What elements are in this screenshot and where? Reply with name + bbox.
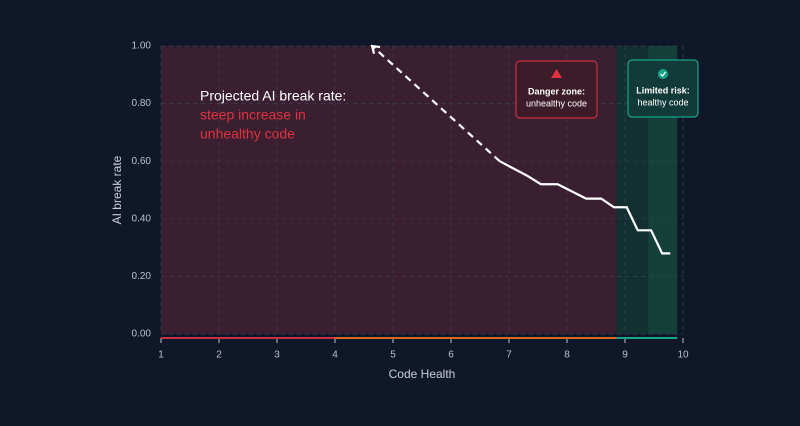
grid: 0.00 0.20 0.40 0.60 0.80 1.00 1 2 3 4 5 6 7 8 9 10 <box>132 41 689 361</box>
arrowhead <box>370 44 381 55</box>
x-tick-label: 10 <box>677 350 689 361</box>
x-tick-label: 8 <box>564 350 570 361</box>
limited-box: Limited risk: healthy code <box>627 59 699 118</box>
y-tick-label: 0.80 <box>132 98 152 109</box>
check <box>660 71 666 77</box>
x-tick-label: 9 <box>622 350 628 361</box>
box-text: healthy code <box>637 97 688 107</box>
warning-icon <box>551 69 562 78</box>
x-tick-label: 4 <box>332 350 338 361</box>
y-tick-label: 0.40 <box>132 213 152 224</box>
data-line <box>499 160 671 255</box>
y-tick-label: 0.00 <box>132 329 152 340</box>
lines <box>370 44 671 255</box>
check-icon <box>658 69 668 79</box>
x-tick-label: 6 <box>448 350 454 361</box>
x-tick-label: 1 <box>158 350 164 361</box>
x-axis-label: Code Health <box>389 367 456 381</box>
x-tick-label: 2 <box>216 350 222 361</box>
annotation: steep increase in <box>200 107 306 123</box>
x-tick-label: 5 <box>390 350 396 361</box>
annotation: unhealthy code <box>200 126 295 142</box>
x-tick-label: 7 <box>506 350 512 361</box>
box <box>627 59 699 118</box>
box <box>515 60 598 119</box>
danger-box: Danger zone: unhealthy code <box>515 60 598 119</box>
box-title: Danger zone: <box>528 86 585 96</box>
projection-line <box>371 45 501 163</box>
y-axis-label: AI break rate <box>110 155 124 224</box>
y-tick-label: 0.20 <box>132 271 152 282</box>
box-text: unhealthy code <box>526 98 587 108</box>
annotation: Projected AI break rate: <box>200 88 346 104</box>
box-title: Limited risk: <box>636 85 690 95</box>
y-tick-label: 1.00 <box>132 41 152 52</box>
y-tick-label: 0.60 <box>132 156 152 167</box>
x-tick-label: 3 <box>274 350 280 361</box>
